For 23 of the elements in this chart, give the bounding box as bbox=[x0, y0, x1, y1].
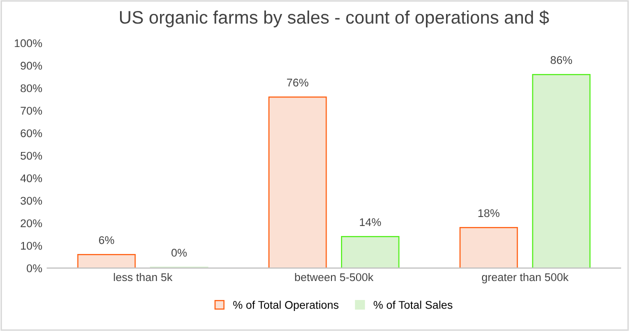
y-tick-label: 60% bbox=[20, 129, 42, 138]
y-tick-label: 70% bbox=[20, 106, 42, 115]
y-tick-label: 10% bbox=[21, 242, 42, 250]
y-tick-label: 30% bbox=[20, 196, 42, 205]
x-tick-label: greater than 500k bbox=[482, 272, 569, 284]
data-label: 76% bbox=[287, 78, 308, 87]
y-tick-label: 40% bbox=[20, 174, 42, 182]
x-tick-label: less than 5k bbox=[114, 272, 172, 282]
data-label: 86% bbox=[550, 56, 572, 64]
chart-title: US organic farms by sales - count of operations and $ bbox=[120, 10, 549, 28]
y-tick-label: 0% bbox=[26, 264, 42, 272]
x-tick-label: between 5-500k bbox=[295, 272, 374, 282]
y-tick-label: 50% bbox=[20, 152, 42, 160]
y-tick-label: 80% bbox=[20, 84, 42, 92]
data-label: 0% bbox=[172, 248, 187, 257]
y-tick-label: 20% bbox=[20, 219, 42, 228]
data-label: 14% bbox=[360, 218, 381, 226]
y-tick-label: 100% bbox=[14, 39, 42, 48]
y-tick-label: 90% bbox=[20, 62, 42, 70]
data-label: 6% bbox=[99, 236, 114, 244]
data-label: 18% bbox=[478, 209, 500, 218]
legend-label: % of Total Operations bbox=[233, 300, 338, 312]
legend-label: % of Total Sales bbox=[374, 300, 452, 309]
